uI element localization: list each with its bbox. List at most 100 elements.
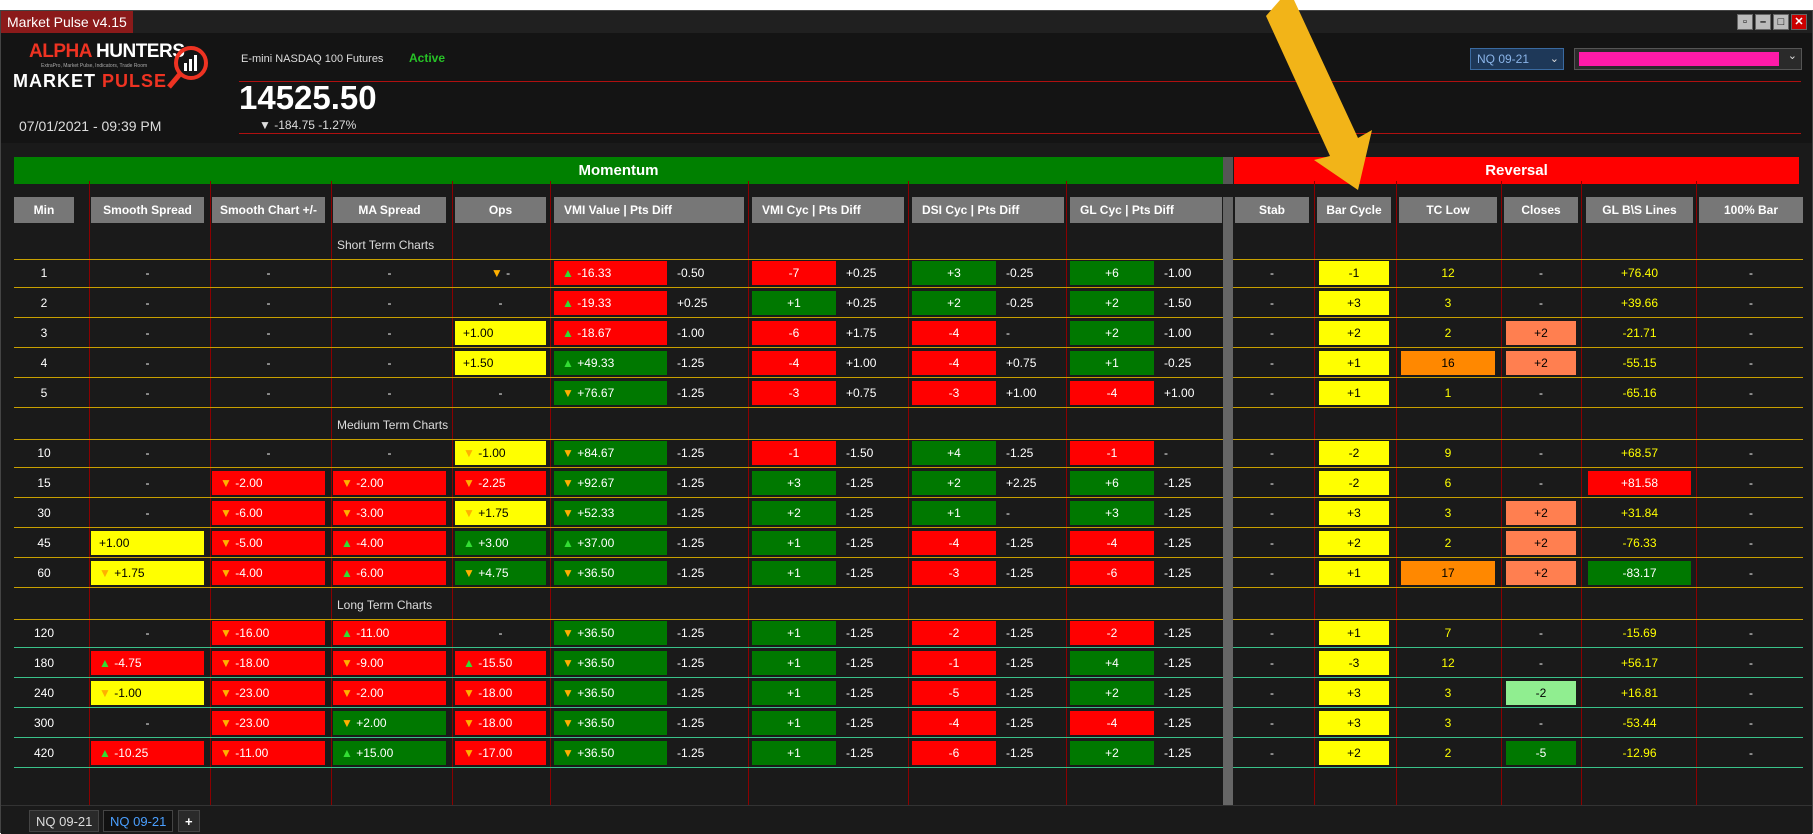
cell-dsi-cyc-pts: -1.25 [1006,446,1034,460]
column-header[interactable]: MA Spread [333,197,446,223]
cell-dsi-cyc-pts: +1.00 [1006,386,1037,400]
cell-gl-cyc: +2 [1070,321,1154,345]
window-title: Market Pulse v4.15 [1,11,133,33]
column-header[interactable]: VMI Value | Pts Diff [554,197,744,223]
cell-gl-cyc: +1 [1070,351,1154,375]
cell-gl-bs-lines: -55.15 [1622,356,1657,370]
cell-ops: - [498,626,503,640]
scrollbar-separator[interactable] [1223,197,1233,805]
cell-tc-low: 9 [1444,446,1452,460]
close-icon[interactable]: ✕ [1791,14,1807,30]
column-header[interactable]: GL Cyc | Pts Diff [1070,197,1222,223]
cell-closes: +2 [1506,531,1576,555]
datetime: 07/01/2021 - 09:39 PM [19,118,162,134]
cell-dsi-cyc-pts: - [1006,506,1010,520]
restore-icon[interactable]: ▫ [1737,14,1753,30]
column-header[interactable]: VMI Cyc | Pts Diff [752,197,904,223]
row-divider [14,259,1803,260]
tab-nq-0921-a[interactable]: NQ 09-21 [29,810,100,832]
symbol-select[interactable]: NQ 09-21 ⌄ [1470,48,1564,70]
row-divider [14,587,1803,588]
cell-ops: ▼ +1.75 [455,501,546,525]
cell-gl-cyc: +2 [1070,681,1154,705]
cell-bar-cycle: +1 [1319,561,1389,585]
cell-gl-cyc-pts: +1.00 [1164,386,1195,400]
cell-dsi-cyc-pts: -1.25 [1006,746,1034,760]
cell-min: 300 [33,716,55,730]
column-header[interactable]: Smooth Spread [91,197,204,223]
column-header[interactable]: TC Low [1399,197,1497,223]
cell-min: 120 [33,626,55,640]
column-header[interactable]: Closes [1504,197,1578,223]
cell-smooth-spread: - [145,386,150,400]
cell-dsi-cyc-pts: -1.25 [1006,626,1034,640]
cell-dsi-cyc: -3 [912,381,996,405]
cell-closes: +2 [1506,501,1576,525]
cell-min: 45 [37,536,51,550]
column-header[interactable]: DSI Cyc | Pts Diff [912,197,1064,223]
cell-vmi-pts: -1.25 [677,626,705,640]
column-header[interactable]: Min [14,197,74,223]
cell-ops: - [498,386,503,400]
cell-vmi-cyc-pts: -1.25 [846,656,874,670]
cell-min: 5 [40,386,48,400]
column-header[interactable]: Smooth Chart +/- [212,197,325,223]
cell-vmi-value: ▲ -18.67 [554,321,667,345]
cell-min: 3 [40,326,48,340]
row-divider [14,317,1803,318]
cell-smooth-spread: - [145,716,150,730]
cell-closes: - [1539,296,1543,310]
cell-dsi-cyc: -3 [912,561,996,585]
cell-100-bar: - [1749,266,1753,280]
cell-smooth-spread: - [145,356,150,370]
cell-vmi-pts: -1.25 [677,686,705,700]
column-divider [748,181,749,805]
cell-dsi-cyc-pts: -1.25 [1006,566,1034,580]
add-tab-button[interactable]: + [178,810,200,832]
cell-vmi-value: ▼ +52.33 [554,501,667,525]
cell-tc-low: 3 [1444,686,1452,700]
magnifier-chart-icon [167,46,208,89]
column-header[interactable]: Stab [1235,197,1309,223]
cell-ops: - [498,296,503,310]
cell-vmi-value: ▲ -19.33 [554,291,667,315]
maximize-icon[interactable]: □ [1773,14,1789,30]
cell-gl-cyc: +4 [1070,651,1154,675]
cell-100-bar: - [1749,536,1753,550]
cell-vmi-cyc: +1 [752,621,836,645]
section-label: Short Term Charts [337,238,435,252]
section-label: Long Term Charts [337,598,433,612]
cell-gl-cyc-pts: -1.50 [1164,296,1192,310]
cell-dsi-cyc: +2 [912,291,996,315]
cell-ops: +1.50 [455,351,546,375]
cell-gl-bs-lines: +31.84 [1620,506,1659,520]
column-header[interactable]: 100% Bar [1699,197,1803,223]
column-header[interactable]: Bar Cycle [1317,197,1391,223]
cell-ma-spread: - [387,296,392,310]
cell-closes: - [1539,446,1543,460]
cell-vmi-cyc-pts: -1.25 [846,476,874,490]
cell-vmi-cyc-pts: -1.25 [846,566,874,580]
cell-dsi-cyc: +3 [912,261,996,285]
column-divider [1396,181,1397,805]
cell-smooth-chart: - [266,326,271,340]
tab-nq-0921-b[interactable]: NQ 09-21 [103,810,174,832]
title-bar[interactable]: Market Pulse v4.15 ▫ – □ ✕ [1,11,1812,33]
cell-dsi-cyc-pts: -1.25 [1006,686,1034,700]
cell-vmi-value: ▼ +36.50 [554,651,667,675]
color-select[interactable]: ⌄ [1574,48,1802,70]
cell-closes: +2 [1506,321,1576,345]
minimize-icon[interactable]: – [1755,14,1771,30]
column-header[interactable]: GL B\S Lines [1586,197,1693,223]
cell-smooth-spread: - [145,476,150,490]
cell-min: 240 [33,686,55,700]
cell-smooth-chart: ▼ -16.00 [212,621,325,645]
cell-stab: - [1270,356,1274,370]
cell-min: 10 [37,446,51,460]
cell-tc-low: 2 [1444,326,1452,340]
cell-smooth-spread: ▼ -1.00 [91,681,204,705]
cell-ops: ▼ - [490,266,511,280]
row-divider [14,677,1803,678]
section-label: Medium Term Charts [337,418,449,432]
column-header[interactable]: Ops [455,197,546,223]
